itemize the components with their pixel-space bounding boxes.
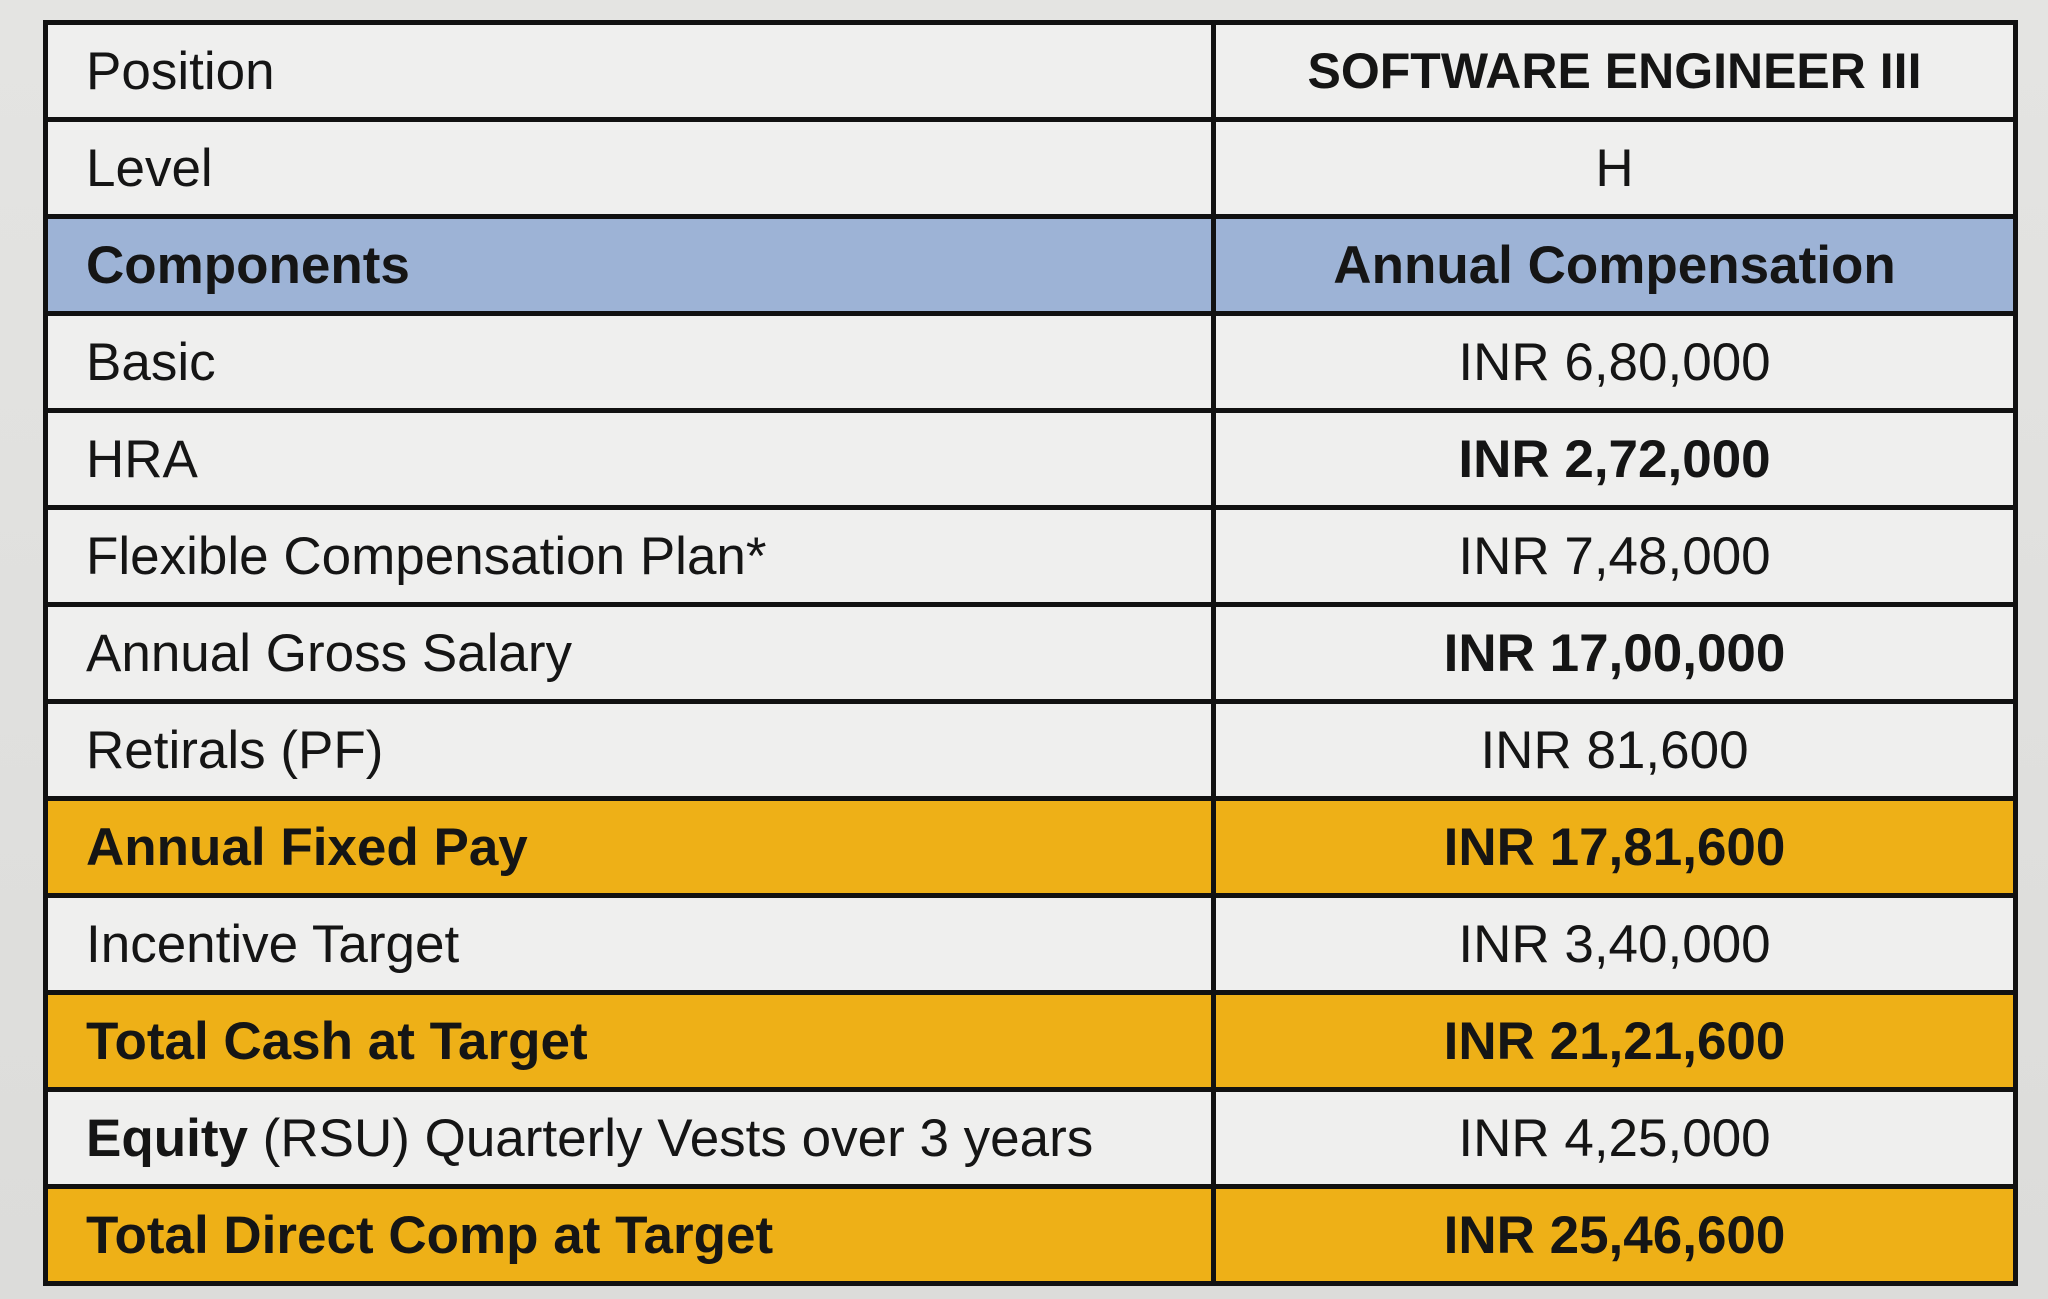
annual-compensation-header: Annual Compensation bbox=[1211, 214, 2018, 316]
table-row-basic: Basic INR 6,80,000 bbox=[43, 311, 2018, 413]
table-row-position: Position SOFTWARE ENGINEER III bbox=[43, 20, 2018, 122]
flexible-compensation-value: INR 7,48,000 bbox=[1211, 505, 2018, 607]
hra-value: INR 2,72,000 bbox=[1211, 408, 2018, 510]
table-row-hra: HRA INR 2,72,000 bbox=[43, 408, 2018, 510]
annual-gross-value: INR 17,00,000 bbox=[1211, 602, 2018, 704]
basic-label: Basic bbox=[43, 311, 1216, 413]
table-row-level: Level H bbox=[43, 117, 2018, 219]
position-label: Position bbox=[43, 20, 1216, 122]
table-row-incentive: Incentive Target INR 3,40,000 bbox=[43, 893, 2018, 995]
total-cash-value: INR 21,21,600 bbox=[1211, 990, 2018, 1092]
annual-fixed-pay-value: INR 17,81,600 bbox=[1211, 796, 2018, 898]
table-row-equity: Equity (RSU) Quarterly Vests over 3 year… bbox=[43, 1087, 2018, 1189]
components-header: Components bbox=[43, 214, 1216, 316]
incentive-target-value: INR 3,40,000 bbox=[1211, 893, 2018, 995]
hra-label: HRA bbox=[43, 408, 1216, 510]
equity-value: INR 4,25,000 bbox=[1211, 1087, 2018, 1189]
level-label: Level bbox=[43, 117, 1216, 219]
table-row-flexible-compensation: Flexible Compensation Plan* INR 7,48,000 bbox=[43, 505, 2018, 607]
level-value: H bbox=[1211, 117, 2018, 219]
compensation-table: Position SOFTWARE ENGINEER III Level H C… bbox=[43, 20, 2018, 1286]
table-row-retirals: Retirals (PF) INR 81,600 bbox=[43, 699, 2018, 801]
annual-gross-label: Annual Gross Salary bbox=[43, 602, 1216, 704]
total-cash-label: Total Cash at Target bbox=[43, 990, 1216, 1092]
table-row-annual-fixed-pay: Annual Fixed Pay INR 17,81,600 bbox=[43, 796, 2018, 898]
equity-label-rest: (RSU) Quarterly Vests over 3 years bbox=[247, 1108, 1094, 1168]
equity-label-bold: Equity bbox=[86, 1108, 248, 1168]
annual-fixed-pay-label: Annual Fixed Pay bbox=[43, 796, 1216, 898]
retirals-label: Retirals (PF) bbox=[43, 699, 1216, 801]
position-value: SOFTWARE ENGINEER III bbox=[1211, 20, 2018, 122]
basic-value: INR 6,80,000 bbox=[1211, 311, 2018, 413]
table-row-total-cash: Total Cash at Target INR 21,21,600 bbox=[43, 990, 2018, 1092]
total-direct-comp-label: Total Direct Comp at Target bbox=[43, 1184, 1216, 1286]
total-direct-comp-value: INR 25,46,600 bbox=[1211, 1184, 2018, 1286]
equity-label: Equity (RSU) Quarterly Vests over 3 year… bbox=[43, 1087, 1216, 1189]
retirals-value: INR 81,600 bbox=[1211, 699, 2018, 801]
table-row-annual-gross: Annual Gross Salary INR 17,00,000 bbox=[43, 602, 2018, 704]
flexible-compensation-label: Flexible Compensation Plan* bbox=[43, 505, 1216, 607]
table-row-total-direct-comp: Total Direct Comp at Target INR 25,46,60… bbox=[43, 1184, 2018, 1286]
incentive-target-label: Incentive Target bbox=[43, 893, 1216, 995]
table-header-row: Components Annual Compensation bbox=[43, 214, 2018, 316]
